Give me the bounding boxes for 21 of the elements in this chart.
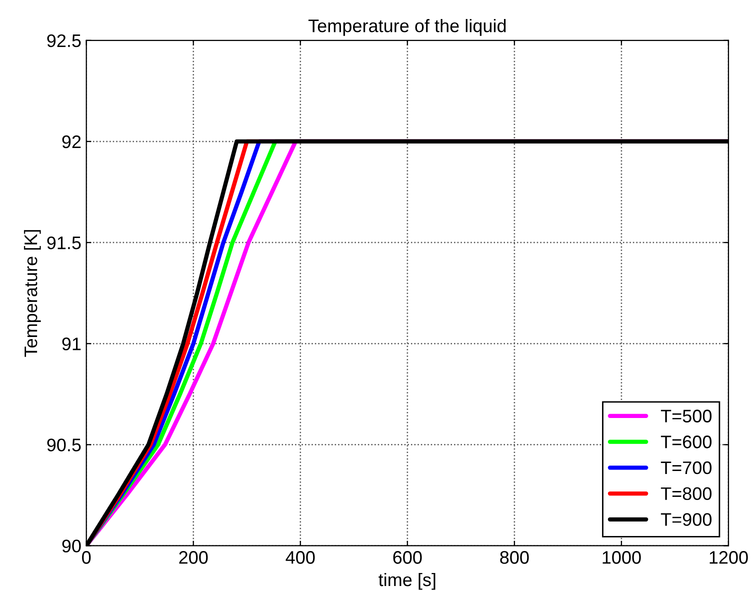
y-axis-title: Temperature [K] (24, 230, 41, 357)
legend-label: T=900 (660, 513, 712, 526)
x-tick-label: 400 (286, 551, 315, 564)
chart-title: Temperature of the liquid (308, 18, 506, 36)
legend-label: T=700 (660, 461, 712, 474)
x-tick-label: 0 (82, 551, 91, 564)
x-tick-label: 600 (393, 551, 422, 564)
y-tick-label: 90.5 (47, 438, 81, 452)
y-tick-label: 90 (62, 540, 81, 552)
legend-label: T=800 (660, 487, 712, 500)
x-tick-label: 1200 (710, 551, 748, 564)
legend-label: T=500 (660, 410, 712, 422)
x-tick-label: 200 (179, 551, 208, 564)
y-tick-label: 91 (62, 338, 81, 350)
y-tick-label: 91.5 (47, 236, 81, 250)
legend-label: T=600 (660, 436, 712, 448)
x-tick-label: 1000 (602, 551, 641, 564)
y-tick-label: 92 (62, 135, 81, 148)
x-axis-title: time [s] (378, 572, 436, 590)
y-tick-label: 92.5 (47, 34, 81, 48)
x-tick-label: 800 (500, 551, 529, 564)
